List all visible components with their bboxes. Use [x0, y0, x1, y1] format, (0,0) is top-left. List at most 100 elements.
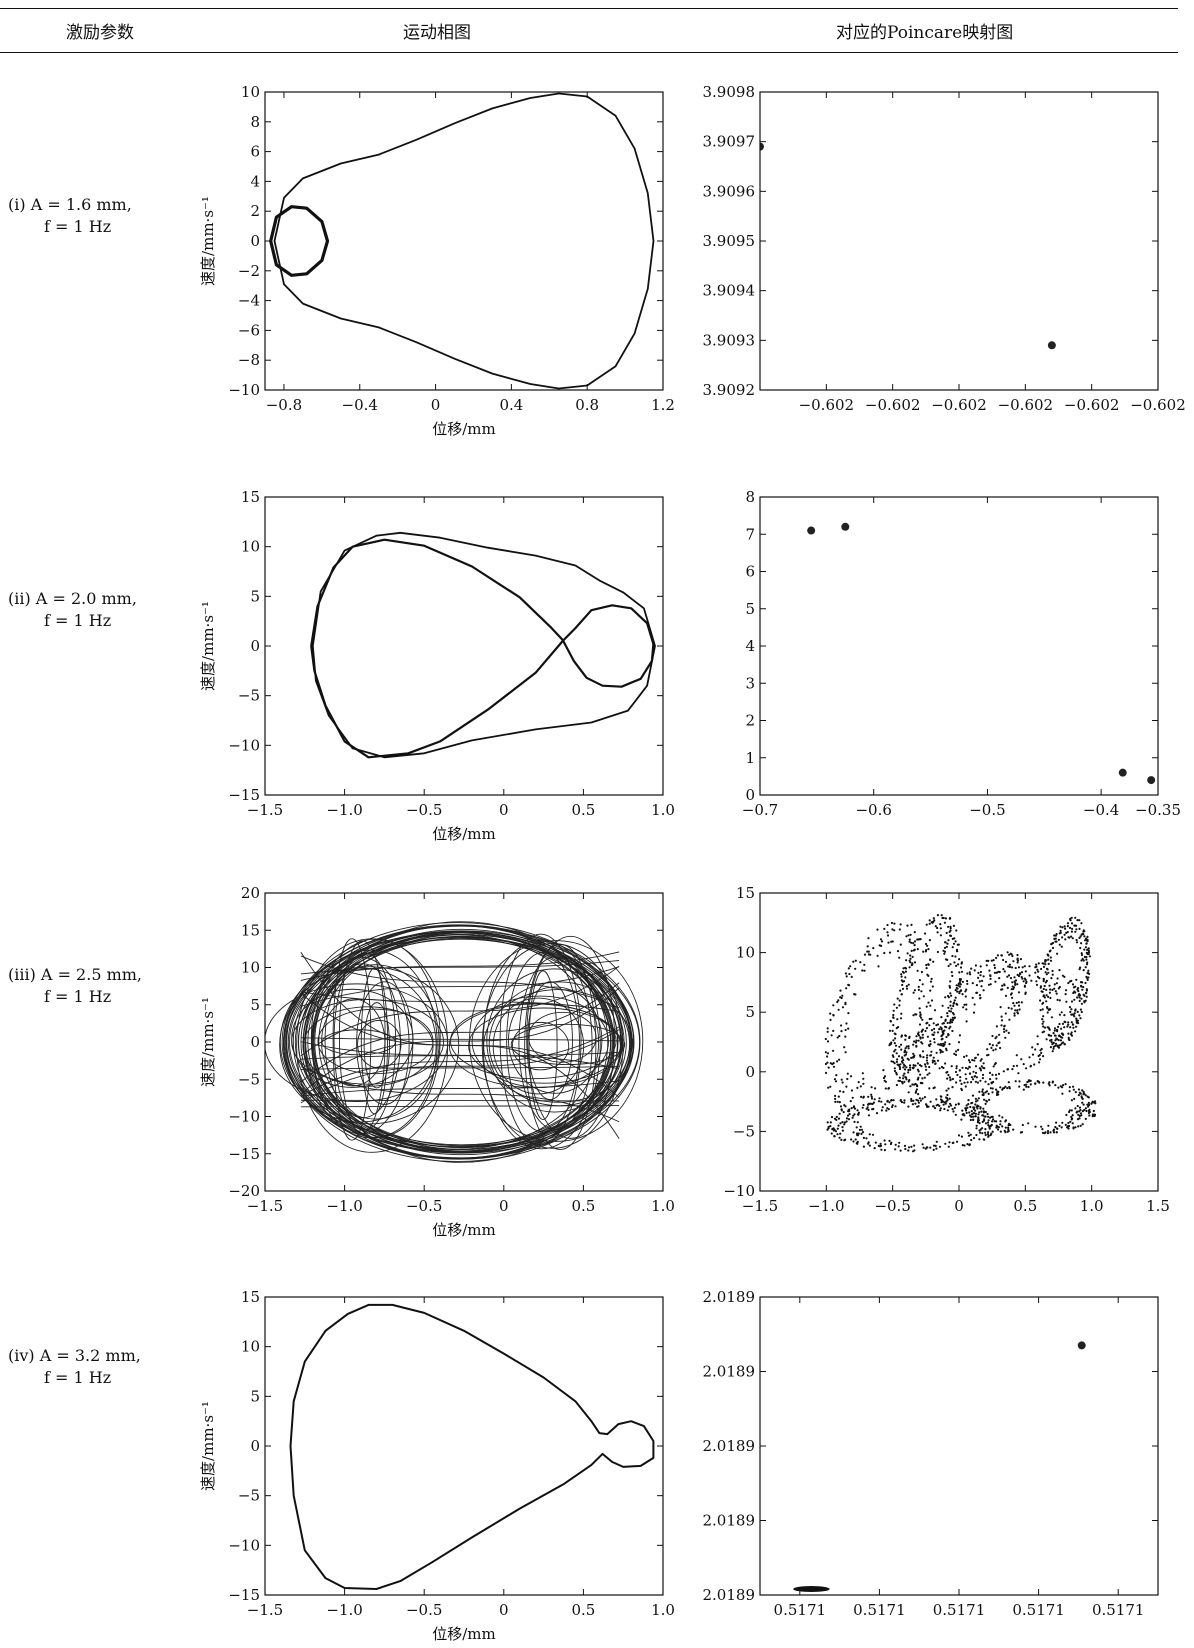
poincare-point	[1056, 1045, 1060, 1048]
poincare-point	[1010, 1007, 1013, 1010]
poincare-point	[1006, 975, 1009, 978]
poincare-point	[902, 971, 905, 974]
poincare-point	[975, 1124, 978, 1127]
trajectory-loop	[524, 943, 597, 1151]
poincare-point	[1012, 986, 1016, 989]
x-tick-label: −1.5	[247, 1601, 283, 1619]
poincare-point	[866, 950, 869, 953]
trajectory-loop	[468, 1007, 621, 1084]
poincare-point	[854, 959, 857, 962]
poincare-point	[954, 1113, 957, 1116]
poincare-point	[856, 1121, 859, 1124]
poincare-point	[1064, 1123, 1067, 1126]
poincare-point	[968, 1143, 972, 1146]
poincare-point	[1042, 1030, 1046, 1033]
poincare-point	[929, 1054, 933, 1057]
poincare-point	[918, 1064, 922, 1067]
poincare-point	[932, 1105, 935, 1108]
poincare-point	[979, 1067, 982, 1070]
poincare-point	[984, 1115, 987, 1118]
poincare-point	[1043, 1026, 1047, 1029]
poincare-point	[1068, 1090, 1071, 1093]
poincare-point	[854, 1138, 857, 1141]
y-tick-label: 3.9096	[703, 182, 756, 200]
poincare-point	[862, 1103, 865, 1107]
poincare-point	[1015, 1001, 1018, 1005]
poincare-point	[949, 963, 952, 966]
poincare-point	[1010, 992, 1013, 995]
poincare-point	[1070, 1031, 1073, 1034]
poincare-point	[982, 1107, 985, 1110]
poincare-point	[867, 1103, 870, 1106]
poincare-point	[947, 939, 950, 942]
poincare-point	[1054, 1084, 1057, 1087]
poincare-point	[1061, 1022, 1065, 1025]
poincare-point	[856, 1133, 859, 1136]
poincare-point	[942, 1022, 946, 1025]
poincare-point	[1077, 1022, 1080, 1025]
poincare-point	[982, 1092, 985, 1095]
poincare-point	[1056, 977, 1059, 980]
poincare-point	[977, 1120, 980, 1123]
poincare-point	[1074, 1030, 1077, 1033]
poincare-point	[845, 975, 848, 978]
poincare-point	[929, 1100, 932, 1103]
poincare-point	[979, 997, 982, 1000]
poincare-point	[869, 1102, 873, 1105]
poincare-point	[1074, 930, 1077, 933]
poincare-point	[928, 939, 932, 942]
poincare-point	[1049, 1046, 1052, 1049]
poincare-point	[1085, 942, 1088, 945]
poincare-point	[1091, 1113, 1094, 1116]
poincare-point	[969, 973, 972, 976]
trajectory-loop	[511, 1021, 570, 1071]
poincare-point	[850, 975, 853, 979]
poincare-point	[972, 1070, 975, 1073]
x-tick-label: −1.0	[808, 1197, 844, 1215]
poincare-point	[1010, 953, 1013, 956]
poincare-point	[829, 1085, 832, 1088]
poincare-point	[1008, 963, 1012, 966]
poincare-point	[867, 1141, 870, 1144]
poincare-point	[999, 1130, 1002, 1133]
poincare-point	[929, 980, 933, 983]
poincare-point	[929, 958, 932, 961]
y-tick-label: 15	[241, 921, 260, 939]
poincare-point	[946, 1109, 949, 1112]
poincare-point	[998, 1114, 1001, 1117]
y-tick-label: −15	[228, 786, 260, 804]
poincare-point	[952, 1141, 955, 1144]
poincare-point	[1087, 949, 1090, 952]
poincare-point	[922, 1056, 925, 1059]
poincare-point	[966, 982, 969, 986]
poincare-point	[1004, 994, 1008, 998]
poincare-point	[840, 1109, 843, 1112]
trajectory-orbit	[307, 932, 613, 1152]
poincare-point	[902, 1059, 905, 1062]
poincare-point	[1028, 965, 1031, 968]
poincare-point	[1069, 917, 1072, 921]
poincare-point	[1053, 987, 1056, 990]
poincare-point	[1047, 962, 1050, 966]
poincare-point	[916, 1032, 920, 1036]
poincare-point	[983, 1115, 986, 1118]
poincare-point	[1052, 1129, 1055, 1132]
poincare-point	[1022, 1088, 1025, 1091]
poincare-point	[1028, 1056, 1031, 1059]
trajectory-crossing	[300, 959, 620, 975]
poincare-point	[835, 1118, 838, 1121]
poincare-point	[1078, 993, 1081, 996]
poincare-point	[1066, 922, 1070, 925]
x-tick-label: 0.5171	[1012, 1601, 1065, 1619]
poincare-point	[939, 1107, 942, 1110]
poincare-point	[1080, 997, 1083, 1000]
poincare-point	[1085, 939, 1088, 942]
poincare-point	[1016, 973, 1019, 977]
poincare-point	[1086, 978, 1089, 982]
poincare-point	[973, 1106, 976, 1109]
poincare-point	[1000, 954, 1003, 957]
poincare-point	[1043, 1132, 1046, 1135]
poincare-point	[975, 991, 978, 995]
y-tick-label: 7	[745, 525, 755, 543]
